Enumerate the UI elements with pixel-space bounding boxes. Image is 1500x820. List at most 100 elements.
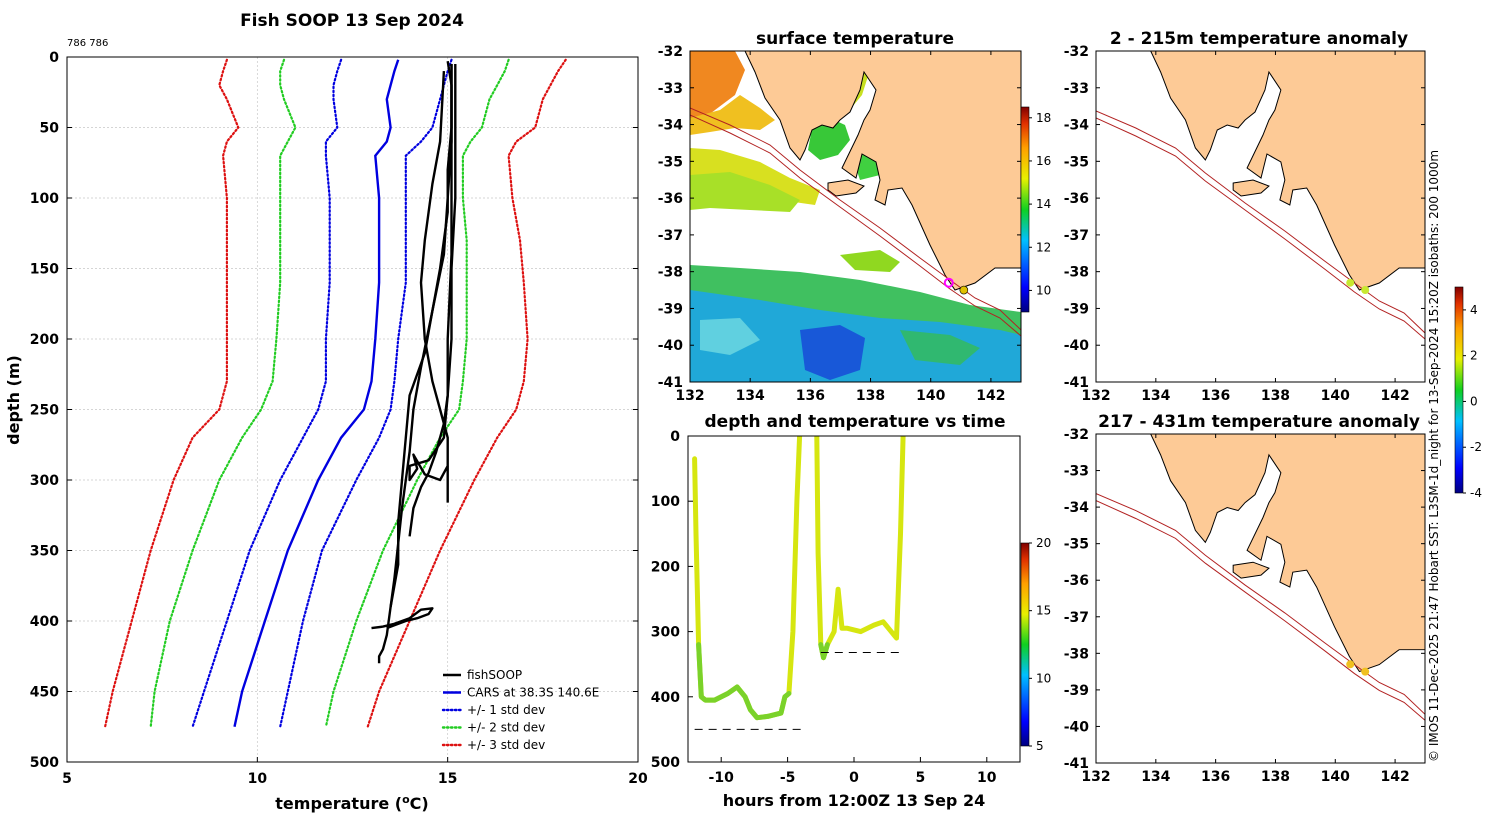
surface-map-y-tick-label: -37 bbox=[658, 228, 683, 244]
profile-grid bbox=[67, 57, 638, 762]
anomaly-lower-frame bbox=[1095, 433, 1426, 764]
anomaly-upper-isobath-1000 bbox=[1096, 117, 1425, 340]
profile-line--1-std-dev bbox=[191, 58, 343, 728]
time-x-tick-label: 10 bbox=[977, 770, 997, 786]
anomaly-upper-y-tick-label: -41 bbox=[1064, 375, 1089, 391]
profile-title: Fish SOOP 13 Sep 2024 bbox=[240, 11, 464, 31]
anomaly-lower-x-tick-label: 132 bbox=[1081, 769, 1110, 785]
surface-map-y-tick-label: -34 bbox=[658, 118, 684, 134]
land-kangaroo-island bbox=[827, 179, 865, 197]
anomaly-lower-y-tick-label: -39 bbox=[1064, 683, 1089, 699]
time-y-tick-label: 100 bbox=[651, 494, 680, 510]
anomaly-upper-content bbox=[1096, 51, 1425, 382]
anomaly-upper-geometry bbox=[1096, 51, 1425, 382]
anomaly-colorbar-tick-label: 0 bbox=[1470, 394, 1478, 408]
anomaly-lower-y-tick-label: -38 bbox=[1064, 646, 1089, 662]
anomaly-upper-anomaly-point bbox=[1346, 278, 1355, 287]
profile-line--2-std-dev bbox=[149, 58, 297, 728]
time-colorbar-tick-label: 15 bbox=[1036, 604, 1051, 618]
profile-y-tick-label: 250 bbox=[30, 403, 59, 419]
time-depth-colorbar-ticks: 20 15 10 5 bbox=[1029, 536, 1051, 753]
legend-entry: +/- 3 std dev bbox=[467, 738, 545, 752]
surface-map-ticks: 132 134 136 138 140 142 -32 -33 -34 -35 -36 -37 -38 -… bbox=[658, 44, 1021, 404]
surface-map-y-tick-label: -32 bbox=[658, 44, 683, 60]
anomaly-lower-ticks: 132 134 136 138 140 142 -32 -33 -34 -35 -36 -37 -38 -… bbox=[1064, 427, 1425, 785]
time-y-tick-label: 0 bbox=[670, 429, 680, 445]
isobath-1000 bbox=[690, 114, 1021, 337]
fishsoop-profile-line bbox=[377, 61, 453, 664]
anomaly-lower-geometry bbox=[1096, 434, 1425, 763]
surface-colorbar bbox=[1020, 106, 1030, 313]
anomaly-lower-x-tick-label: 142 bbox=[1380, 769, 1409, 785]
time-colorbar-tick-label: 5 bbox=[1036, 739, 1044, 753]
anomaly-upper-x-tick-label: 134 bbox=[1141, 388, 1170, 404]
profile-legend: fishSOOP CARS at 38.3S 140.6E +/- 1 std de… bbox=[441, 668, 599, 752]
surface-map-content bbox=[690, 51, 1021, 382]
sst-patch-lime bbox=[690, 172, 800, 212]
credit-text: © IMOS 11-Dec-2025 21:47 Hobart SST: L3S… bbox=[1427, 150, 1441, 762]
time-x-tick-label: -10 bbox=[709, 770, 735, 786]
surface-colorbar-tick-label: 18 bbox=[1036, 111, 1051, 125]
anomaly-colorbar-tick-label: -4 bbox=[1470, 486, 1482, 500]
sst-patch-green-band bbox=[690, 265, 1021, 340]
anomaly-lower-x-tick-label: 134 bbox=[1141, 769, 1170, 785]
anomaly-lower-y-tick-label: -36 bbox=[1064, 573, 1089, 589]
fishsoop-profile-line bbox=[419, 71, 449, 503]
anomaly-upper-y-tick-label: -34 bbox=[1064, 118, 1090, 134]
time-y-tick-label: 300 bbox=[651, 625, 680, 641]
anomaly-lower-x-tick-label: 138 bbox=[1261, 769, 1290, 785]
time-y-tick-label: 200 bbox=[651, 559, 680, 575]
anomaly-colorbar-tick-label: 4 bbox=[1470, 303, 1478, 317]
anomaly-upper-y-tick-label: -33 bbox=[1064, 81, 1089, 97]
profile-y-tick-label: 150 bbox=[30, 262, 59, 278]
anomaly-upper-y-tick-label: -35 bbox=[1064, 154, 1089, 170]
surface-colorbar-tick-label: 12 bbox=[1036, 240, 1051, 254]
anomaly-upper-x-tick-label: 132 bbox=[1081, 388, 1110, 404]
time-y-tick-label: 500 bbox=[651, 755, 680, 771]
time-depth-colorbar bbox=[1020, 542, 1030, 747]
anomaly-colorbar bbox=[1454, 286, 1464, 494]
profile-y-tick-label: 200 bbox=[30, 332, 59, 348]
surface-map-y-tick-label: -39 bbox=[658, 301, 683, 317]
anomaly-upper-y-tick-label: -38 bbox=[1064, 265, 1089, 281]
anomaly-upper-land bbox=[1150, 51, 1425, 291]
sst-patch-warm-nw bbox=[690, 51, 745, 125]
legend-entry: +/- 1 std dev bbox=[467, 703, 545, 717]
profile-line--3-std-dev bbox=[103, 58, 240, 728]
anomaly-lower-land bbox=[1150, 434, 1425, 673]
profile-x-tick-label: 15 bbox=[438, 771, 457, 787]
surface-colorbar-tick-label: 14 bbox=[1036, 197, 1051, 211]
surface-colorbar-tick-label: 10 bbox=[1036, 283, 1051, 297]
anomaly-lower-title: 217 - 431m temperature anomaly bbox=[1098, 412, 1420, 432]
anomaly-upper-frame bbox=[1095, 50, 1426, 383]
surface-map-x-tick-label: 138 bbox=[856, 388, 885, 404]
anomaly-lower-y-tick-label: -33 bbox=[1064, 464, 1089, 480]
profile-y-tick-label: 300 bbox=[30, 473, 59, 489]
vessel-position-ring bbox=[943, 277, 954, 288]
anomaly-upper-title: 2 - 215m temperature anomaly bbox=[1110, 29, 1408, 49]
time-depth-x-label: hours from 12:00Z 13 Sep 24 bbox=[723, 791, 985, 810]
anomaly-lower-y-tick-label: -32 bbox=[1064, 427, 1089, 443]
sst-patch-shelf bbox=[840, 250, 900, 272]
profile-y-tick-label: 100 bbox=[30, 191, 59, 207]
anomaly-lower-y-tick-label: -35 bbox=[1064, 537, 1089, 553]
time-x-tick-label: 5 bbox=[916, 770, 926, 786]
time-colorbar-tick-label: 20 bbox=[1036, 536, 1051, 550]
anomaly-upper-x-tick-label: 142 bbox=[1380, 388, 1409, 404]
surface-colorbar-tick-label: 16 bbox=[1036, 154, 1051, 168]
profile-lines bbox=[103, 58, 567, 728]
profile-y-tick-label: 400 bbox=[30, 614, 59, 630]
anomaly-upper-x-tick-label: 138 bbox=[1261, 388, 1290, 404]
surface-map-x-tick-label: 134 bbox=[736, 388, 765, 404]
anomaly-lower-x-tick-label: 140 bbox=[1321, 769, 1350, 785]
fishsoop-profile-line bbox=[371, 607, 434, 630]
surface-map-x-tick-label: 140 bbox=[916, 388, 945, 404]
profile-y-tick-label: 50 bbox=[40, 121, 60, 137]
profile-x-tick-label: 20 bbox=[628, 771, 648, 787]
time-depth-axes-box bbox=[687, 435, 1021, 763]
anomaly-lower-island bbox=[1232, 561, 1270, 579]
surface-map-y-tick-label: -33 bbox=[658, 81, 683, 97]
